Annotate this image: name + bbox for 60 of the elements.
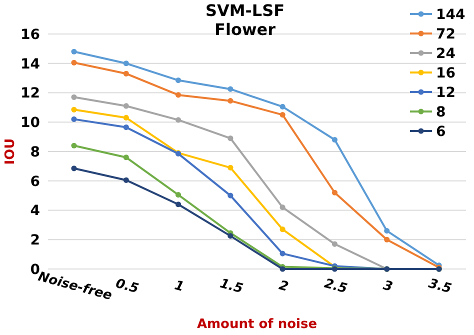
point [384, 228, 390, 234]
y-tick-label: 16 [20, 26, 40, 43]
x-tick-label: 0.5 [114, 276, 140, 297]
point [175, 117, 182, 123]
point [175, 92, 182, 98]
point [175, 202, 182, 208]
x-tick-label: 3.5 [426, 276, 453, 297]
legend-label: 16 [436, 65, 456, 82]
point [71, 94, 77, 100]
point [280, 226, 286, 232]
point [123, 154, 129, 160]
point [280, 250, 286, 256]
y-tick-label: 2 [30, 232, 40, 249]
point [71, 116, 77, 122]
x-tick-label: 2.5 [322, 276, 349, 297]
point [228, 233, 234, 239]
x-axis-title: Amount of noise [196, 317, 318, 332]
point [123, 177, 129, 183]
legend-label: 8 [436, 104, 446, 120]
chart-title: SVM-LSF Flower [205, 1, 285, 39]
x-tick-label: 1 [172, 278, 186, 296]
point [280, 112, 286, 118]
point [332, 241, 338, 247]
legend-label: 6 [436, 124, 446, 140]
point [228, 135, 234, 142]
y-tick-label: 8 [30, 144, 40, 160]
point [332, 136, 338, 143]
point [71, 142, 77, 148]
point [384, 236, 390, 242]
point [175, 77, 182, 84]
point [280, 204, 286, 210]
x-tick-label: 3 [381, 278, 394, 296]
point [71, 48, 77, 54]
y-tick-label: 12 [20, 86, 40, 102]
point [228, 98, 234, 104]
point [71, 60, 77, 66]
point [123, 60, 129, 66]
legend-label: 12 [436, 84, 456, 101]
y-axis-title: IOU [3, 138, 18, 165]
x-tick-label: 1.5 [218, 276, 244, 297]
y-tick-label: 4 [30, 203, 40, 220]
point [123, 103, 129, 109]
point [123, 124, 129, 130]
point [71, 106, 77, 112]
point [228, 192, 234, 198]
point [175, 192, 182, 198]
y-tick-label: 6 [30, 174, 40, 190]
y-tick-label: 10 [20, 115, 40, 132]
point [123, 114, 129, 121]
legend-label: 144 [436, 6, 466, 23]
legend-label: 24 [436, 46, 456, 62]
x-tick-label: 2 [277, 278, 290, 296]
point [332, 190, 338, 196]
point [123, 70, 129, 76]
y-tick-label: 14 [20, 56, 40, 72]
point [280, 104, 286, 110]
point [71, 166, 77, 172]
point [228, 86, 234, 92]
point [228, 164, 234, 170]
legend-label: 72 [436, 26, 456, 42]
